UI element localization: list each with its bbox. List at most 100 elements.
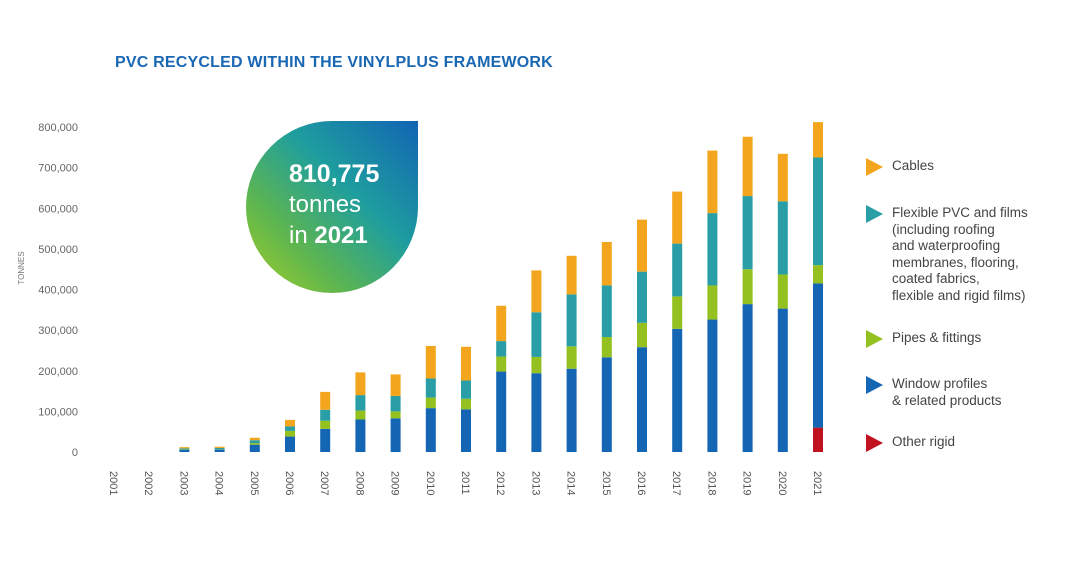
bar-segment-pipes-2012 bbox=[496, 356, 507, 372]
bar-segment-other-2021 bbox=[813, 427, 823, 452]
y-tick-label: 600,000 bbox=[38, 203, 78, 215]
bar-segment-pipes-2017 bbox=[672, 296, 683, 329]
triangle-marker-icon bbox=[866, 330, 883, 348]
bar-segment-flexible-2013 bbox=[531, 312, 542, 357]
bar-segment-pipes-2014 bbox=[566, 346, 577, 369]
bar-segment-flexible-2021 bbox=[813, 157, 823, 266]
bar-segment-cables-2018 bbox=[707, 150, 718, 214]
bar-segment-flexible-2004 bbox=[214, 447, 225, 450]
bar-segment-flexible-2007 bbox=[320, 409, 331, 421]
triangle-marker-icon bbox=[866, 434, 883, 452]
x-tick-label: 2003 bbox=[177, 471, 189, 495]
legend-label: Window profiles & related products bbox=[892, 376, 1002, 408]
x-tick-label: 2004 bbox=[213, 471, 225, 495]
bar-segment-window-2016 bbox=[637, 347, 647, 452]
bar-segment-flexible-2016 bbox=[637, 271, 647, 323]
legend-label: Flexible PVC and films (including roofin… bbox=[892, 205, 1028, 303]
y-axis-label: TONNES bbox=[17, 251, 26, 284]
bar-segment-window-2004 bbox=[214, 449, 225, 452]
bar-segment-flexible-2003 bbox=[179, 448, 190, 450]
bar-segment-cables-2010 bbox=[425, 345, 436, 379]
bar-segment-cables-2019 bbox=[742, 136, 753, 197]
bar-segment-cables-2007 bbox=[320, 391, 331, 410]
x-tick-label: 2017 bbox=[670, 471, 682, 495]
bar-segment-flexible-2008 bbox=[355, 395, 366, 411]
bar-segment-flexible-2017 bbox=[672, 243, 683, 297]
bar-segment-window-2015 bbox=[601, 357, 612, 452]
bar-segment-pipes-2009 bbox=[390, 411, 401, 419]
bar-segment-window-2009 bbox=[390, 418, 401, 452]
bar-segment-pipes-2006 bbox=[285, 430, 295, 437]
bar-segment-window-2020 bbox=[777, 308, 788, 452]
bar-segment-window-2007 bbox=[320, 428, 331, 452]
bar-segment-pipes-2016 bbox=[637, 322, 647, 348]
bar-segment-cables-2020 bbox=[777, 153, 788, 202]
x-tick-label: 2021 bbox=[811, 471, 823, 495]
bar-segment-pipes-2011 bbox=[461, 398, 471, 410]
y-tick-label: 500,000 bbox=[38, 244, 78, 256]
bar-segment-window-2011 bbox=[461, 409, 471, 452]
bar-segment-window-2019 bbox=[742, 304, 753, 452]
triangle-marker-icon bbox=[866, 376, 883, 394]
bar-segment-cables-2008 bbox=[355, 372, 366, 396]
bar-segment-flexible-2009 bbox=[390, 395, 401, 412]
callout-year: 2021 bbox=[314, 222, 368, 249]
callout-year-line: in 2021 bbox=[289, 221, 368, 251]
bar-segment-cables-2004 bbox=[214, 446, 225, 448]
x-tick-label: 2010 bbox=[424, 471, 436, 495]
bar-segment-pipes-2018 bbox=[707, 285, 718, 320]
bar-segment-cables-2014 bbox=[566, 255, 577, 295]
x-tick-label: 2014 bbox=[565, 471, 577, 495]
x-tick-label: 2016 bbox=[635, 471, 647, 495]
y-tick-label: 700,000 bbox=[38, 163, 78, 175]
x-tick-label: 2011 bbox=[459, 471, 471, 495]
bar-segment-pipes-2007 bbox=[320, 420, 331, 429]
bar-segment-cables-2003 bbox=[179, 447, 190, 449]
bar-segment-window-2008 bbox=[355, 419, 366, 452]
bar-segment-window-2012 bbox=[496, 371, 507, 452]
callout-value: 810,775 bbox=[289, 160, 380, 188]
bar-segment-window-2014 bbox=[566, 368, 577, 452]
x-tick-label: 2018 bbox=[705, 471, 717, 495]
x-tick-label: 2006 bbox=[283, 471, 295, 495]
bar-segment-flexible-2005 bbox=[249, 440, 260, 444]
bar-segment-pipes-2019 bbox=[742, 269, 753, 305]
triangle-marker-icon bbox=[866, 205, 883, 223]
y-tick-label: 800,000 bbox=[38, 122, 78, 134]
bar-segment-pipes-2008 bbox=[355, 410, 366, 420]
x-tick-label: 2020 bbox=[776, 471, 788, 495]
bar-segment-flexible-2018 bbox=[707, 213, 718, 286]
y-tick-label: 0 bbox=[72, 447, 78, 459]
bar-segment-window-2010 bbox=[425, 408, 436, 452]
bar-segment-cables-2013 bbox=[531, 270, 542, 313]
bar-segment-flexible-2019 bbox=[742, 196, 753, 270]
bar-segment-cables-2012 bbox=[496, 305, 507, 342]
bar-segment-cables-2005 bbox=[249, 437, 260, 441]
total-callout-badge: 810,775 tonnes in 2021 bbox=[246, 121, 418, 293]
y-tick-label: 200,000 bbox=[38, 366, 78, 378]
bar-segment-pipes-2021 bbox=[813, 265, 823, 284]
bar-segment-pipes-2005 bbox=[249, 443, 260, 445]
bar-segment-cables-2017 bbox=[672, 191, 683, 244]
y-tick-label: 300,000 bbox=[38, 325, 78, 337]
callout-unit: tonnes bbox=[289, 191, 362, 218]
bar-segment-flexible-2020 bbox=[777, 201, 788, 275]
y-tick-label: 400,000 bbox=[38, 285, 78, 297]
x-tick-label: 2007 bbox=[318, 471, 330, 495]
bar-segment-window-2006 bbox=[285, 436, 295, 452]
x-tick-label: 2019 bbox=[741, 471, 753, 495]
bar-segment-flexible-2006 bbox=[285, 426, 295, 431]
legend-label: Cables bbox=[892, 158, 935, 173]
bar-segment-window-2017 bbox=[672, 328, 683, 452]
x-tick-label: 2013 bbox=[529, 471, 541, 495]
bar-segment-cables-2015 bbox=[601, 241, 612, 286]
x-tick-label: 2012 bbox=[494, 471, 506, 495]
bar-segment-pipes-2013 bbox=[531, 356, 542, 374]
bar-segment-cables-2006 bbox=[285, 419, 295, 427]
y-tick-label: 100,000 bbox=[38, 406, 78, 418]
x-tick-label: 2001 bbox=[107, 471, 119, 495]
bar-segment-flexible-2012 bbox=[496, 341, 507, 357]
x-tick-label: 2005 bbox=[248, 471, 260, 495]
bar-segment-cables-2011 bbox=[461, 346, 471, 381]
